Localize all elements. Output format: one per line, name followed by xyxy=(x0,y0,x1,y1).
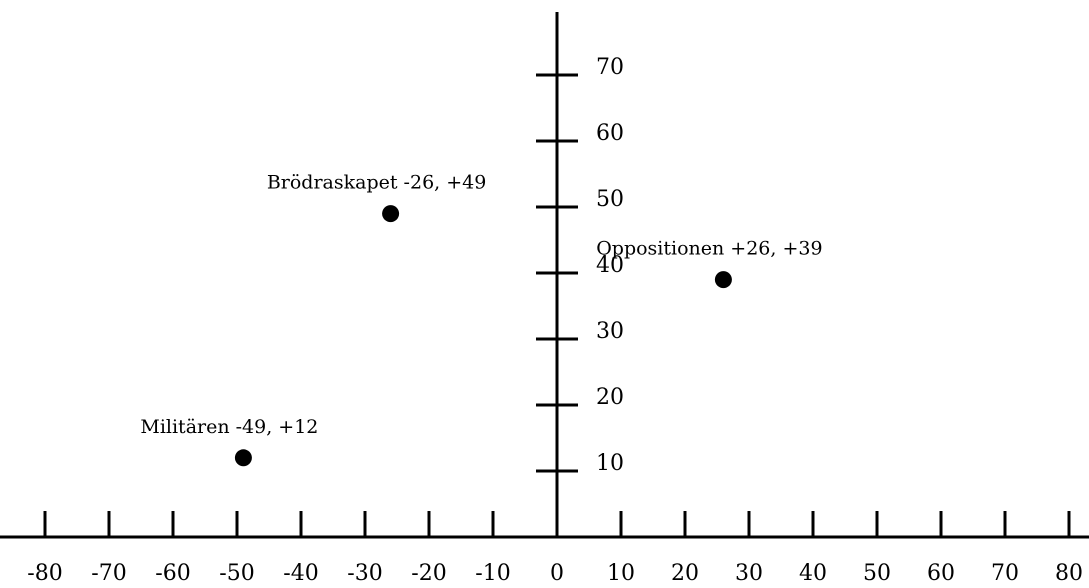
x-tick-label: 70 xyxy=(991,561,1019,586)
x-tick-label: -20 xyxy=(411,561,446,586)
y-tick-label: 40 xyxy=(596,253,624,278)
y-tick-label: 50 xyxy=(596,187,624,212)
y-ticks: 10 20 30 40 50 60 70 xyxy=(536,55,624,476)
data-point-label: Brödraskapet -26, +49 xyxy=(267,172,487,194)
x-tick-label: -40 xyxy=(283,561,318,586)
data-point xyxy=(234,449,252,467)
x-tick-label: -80 xyxy=(27,561,62,586)
x-tick-label: 10 xyxy=(607,561,635,586)
y-tick-label: 60 xyxy=(596,121,624,146)
x-tick-label: -60 xyxy=(155,561,190,586)
data-point xyxy=(382,205,400,223)
x-tick-label: 50 xyxy=(863,561,891,586)
x-tick-label: 0 xyxy=(550,561,564,586)
x-tick-label: -50 xyxy=(219,561,254,586)
y-tick-label: 30 xyxy=(596,319,624,344)
x-tick-label: -10 xyxy=(475,561,510,586)
data-point xyxy=(714,271,732,289)
x-tick-label: 40 xyxy=(799,561,827,586)
y-tick-label: 70 xyxy=(596,55,624,80)
x-tick-label: 20 xyxy=(671,561,699,586)
y-tick-label: 10 xyxy=(596,451,624,476)
x-tick-label: -70 xyxy=(91,561,126,586)
x-ticks: -80 -70 -60 -50 -40 -30 -20 -10 0 10 20 30 40 50 60 70 8… xyxy=(27,511,1083,586)
x-tick-label: 30 xyxy=(735,561,763,586)
data-point-label: Militären -49, +12 xyxy=(140,416,318,438)
x-tick-label: 80 xyxy=(1055,561,1083,586)
x-tick-label: 60 xyxy=(927,561,955,586)
x-tick-label: -30 xyxy=(347,561,382,586)
data-points: Brödraskapet -26, +49 Oppositionen +26, +… xyxy=(140,172,823,467)
data-point-label: Oppositionen +26, +39 xyxy=(596,238,822,260)
y-tick-label: 20 xyxy=(596,385,624,410)
